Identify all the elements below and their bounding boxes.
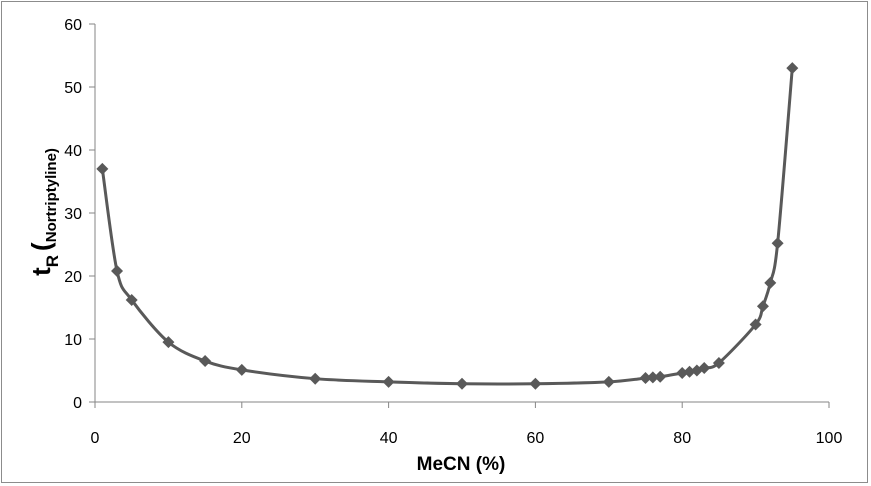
data-point-marker <box>646 371 659 384</box>
data-point-marker <box>639 372 652 385</box>
x-tick-label: 60 <box>527 430 545 447</box>
data-point-marker <box>96 162 109 175</box>
y-tick-label: 20 <box>64 269 82 286</box>
y-axis-title: tR (Nortriptyline) <box>26 148 62 276</box>
data-point-marker <box>683 365 696 378</box>
data-point-marker <box>654 370 667 383</box>
x-axis-title: MeCN (%) <box>417 454 506 475</box>
tick-labels: 0 10 20 30 40 50 60 0 20 40 60 80 100 <box>64 17 842 447</box>
y-axis-title-main: t <box>26 267 56 276</box>
data-point-marker <box>786 62 799 75</box>
y-tick-label: 0 <box>73 395 82 412</box>
data-point-marker <box>771 237 784 250</box>
data-point-marker <box>382 375 395 388</box>
data-point-marker <box>698 361 711 374</box>
y-tick-label: 40 <box>64 143 82 160</box>
y-axis-title-paren: ( <box>26 242 56 251</box>
data-point-marker <box>309 372 322 385</box>
data-point-marker <box>676 367 689 380</box>
data-point-marker <box>529 377 542 390</box>
x-tick-label: 100 <box>816 430 843 447</box>
y-tick-label: 60 <box>64 17 82 34</box>
data-point-marker <box>199 355 212 368</box>
series-line <box>100 67 794 386</box>
data-point-marker <box>749 318 762 331</box>
y-axis-title-compound: Nortriptyline) <box>43 148 60 242</box>
data-point-marker <box>602 375 615 388</box>
x-tick-label: 40 <box>380 430 398 447</box>
data-point-marker <box>764 276 777 289</box>
data-point-marker <box>456 377 468 390</box>
data-point-marker <box>712 356 725 369</box>
x-tick-label: 20 <box>233 430 251 447</box>
data-point-marker <box>756 300 769 313</box>
y-axis-title-sub: R <box>43 255 62 267</box>
data-point-marker <box>162 336 175 349</box>
axes <box>89 23 830 408</box>
y-tick-label: 30 <box>64 206 82 223</box>
series-markers <box>96 62 799 390</box>
data-point-marker <box>125 293 138 306</box>
data-point-marker <box>235 363 248 376</box>
x-tick-label: 0 <box>91 430 100 447</box>
x-tick-label: 80 <box>673 430 691 447</box>
y-tick-label: 50 <box>64 80 82 97</box>
y-tick-label: 10 <box>64 332 82 349</box>
data-point-marker <box>111 264 124 277</box>
